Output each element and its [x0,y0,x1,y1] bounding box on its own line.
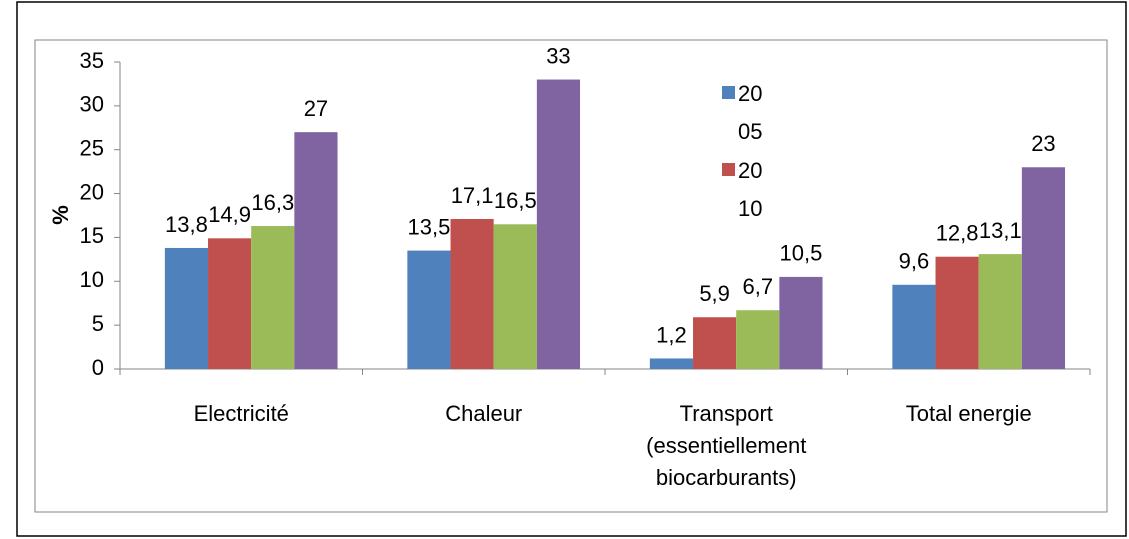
y-tick-label: 10 [80,267,104,292]
bar [736,310,780,369]
bar [649,358,694,369]
legend-swatch [722,163,735,176]
x-tick-label-box: Chaleur [445,401,523,426]
legend-swatch [722,86,735,99]
y-tick-label: 25 [80,136,104,161]
outer-border [16,1,1127,537]
bar [693,317,737,369]
data-label: 10,5 [780,241,823,266]
bar [493,224,537,369]
bar [978,254,1022,369]
y-tick-label: 30 [80,92,104,117]
data-label: 23 [1031,131,1055,156]
legend-label: 2005 [738,81,763,144]
data-label: 13,8 [165,212,208,237]
legend-label-box: 2010 [738,158,763,221]
legend-label-box: 2005 [738,81,763,144]
y-tick-label: 15 [80,223,104,248]
data-label: 1,2 [656,322,687,347]
y-tick-label: 5 [92,311,104,336]
legend-label: 2010 [738,158,763,221]
x-tick-label-box: Transport (essentiellement biocarburants… [646,401,807,490]
bar [407,250,451,369]
y-tick-label: 20 [80,179,104,204]
x-tick-label: Transport (essentiellement biocarburants… [646,401,807,490]
bar [779,276,823,369]
data-label: 27 [304,96,328,121]
data-label: 13,1 [979,218,1022,243]
x-tick-label: Chaleur [445,401,523,426]
data-label: 12,8 [936,221,979,246]
bar [536,79,581,370]
bar [251,226,295,369]
data-label: 16,5 [494,188,537,213]
y-tick-label: 0 [92,355,104,380]
data-label: 9,6 [899,249,930,274]
x-tick-label-box: Electricité [193,401,289,426]
x-tick-label: Electricité [193,401,289,426]
y-tick-label: 35 [80,48,104,73]
data-label: 14,9 [208,202,251,227]
plot-border [34,39,1108,513]
data-label: 17,1 [451,183,494,208]
data-label: 6,7 [742,274,773,299]
data-label: 33 [546,43,570,68]
bar [892,284,936,369]
data-label: 13,5 [408,214,451,239]
bar [164,247,209,369]
bar [208,238,252,369]
bar [294,132,338,369]
data-label: 5,9 [699,281,730,306]
data-label: 16,3 [251,190,294,215]
bar [450,219,494,369]
y-axis-label: % [48,205,73,225]
x-tick-label-box: Total energie [905,401,1032,426]
bar [935,256,979,369]
bar [1021,167,1066,369]
x-tick-label: Total energie [905,401,1032,426]
